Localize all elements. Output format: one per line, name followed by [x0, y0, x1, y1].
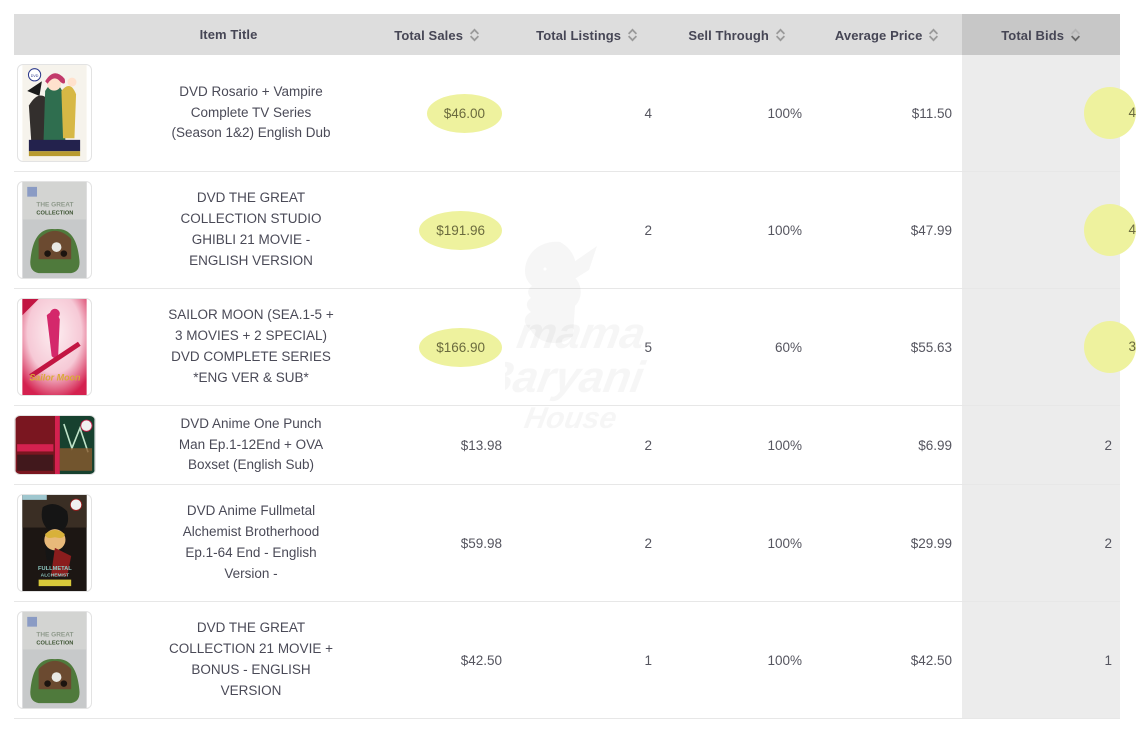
svg-text:THE GREAT: THE GREAT — [36, 631, 73, 638]
svg-text:ALCHEMIST: ALCHEMIST — [41, 572, 69, 578]
svg-text:THE GREAT: THE GREAT — [36, 201, 73, 208]
svg-text:Sailor Moon: Sailor Moon — [29, 372, 81, 382]
svg-text:COLLECTION: COLLECTION — [36, 211, 73, 217]
svg-text:DVD: DVD — [31, 74, 39, 78]
svg-text:FULLMETAL: FULLMETAL — [38, 566, 72, 572]
svg-text:COLLECTION: COLLECTION — [36, 641, 73, 647]
